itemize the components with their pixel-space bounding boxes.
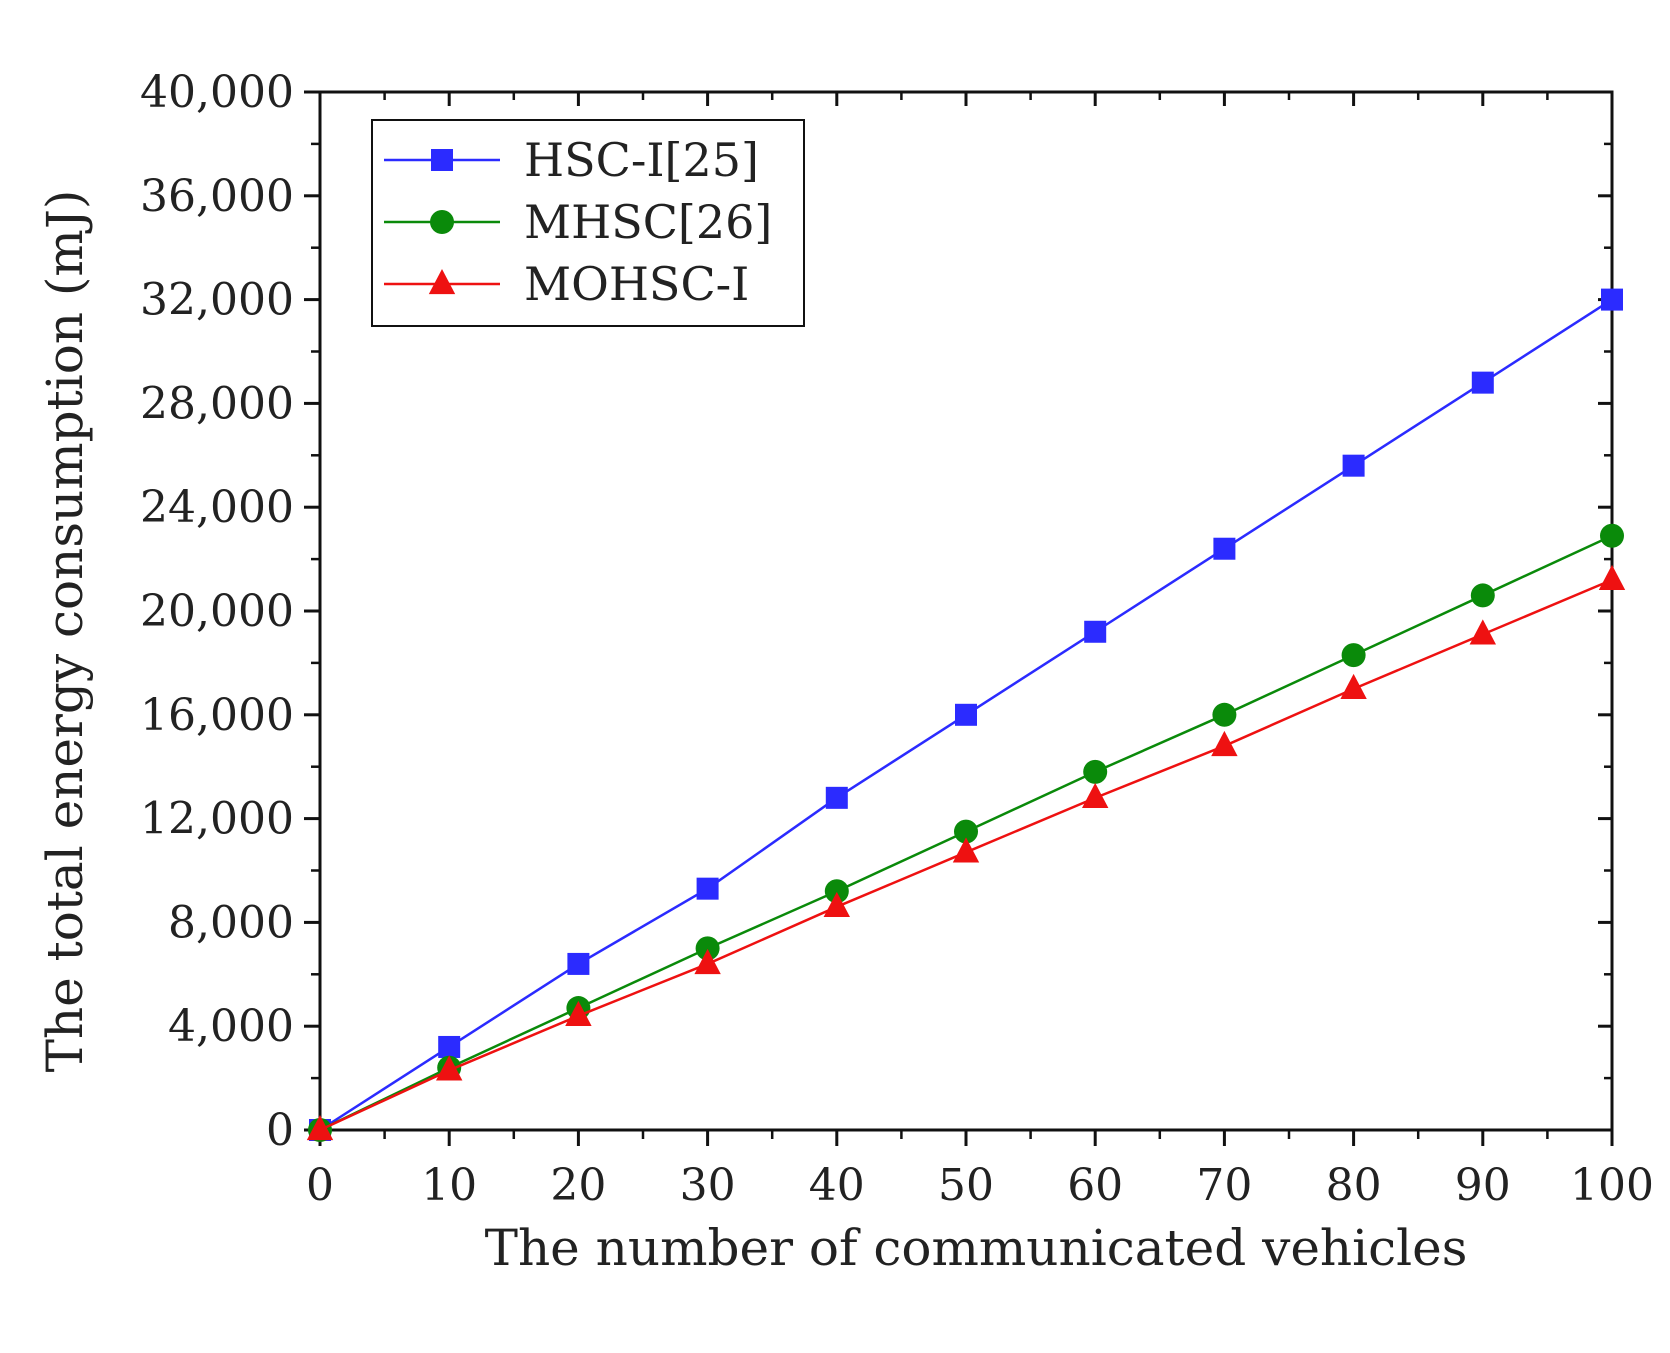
legend-marker <box>431 149 453 171</box>
x-tick-label: 30 <box>680 1160 736 1211</box>
y-tick-label: 0 <box>266 1105 294 1156</box>
data-point <box>1084 620 1107 643</box>
legend-item: MOHSC-I <box>384 257 749 311</box>
y-tick-label: 28,000 <box>140 378 294 429</box>
y-axis: 0 4,000 8,000 12,000 16,000 20,000 24,000 28,00… <box>140 67 1612 1156</box>
legend-marker <box>430 210 454 234</box>
y-tick-label: 8,000 <box>168 897 294 948</box>
data-point <box>1083 759 1108 784</box>
data-point <box>1211 730 1238 757</box>
legend-label: MOHSC-I <box>524 257 749 311</box>
series-MHSC[26] <box>308 523 1624 1142</box>
legend-item: HSC-I[25] <box>384 133 759 187</box>
y-tick-label: 40,000 <box>140 67 294 118</box>
data-point <box>1601 288 1623 311</box>
x-tick-label: 40 <box>809 1160 865 1211</box>
y-tick-label: 16,000 <box>140 690 294 741</box>
data-point <box>823 891 850 917</box>
data-point <box>1082 782 1109 809</box>
data-point <box>695 936 720 961</box>
data-point <box>954 819 978 844</box>
data-point <box>1598 564 1626 591</box>
data-point <box>1600 523 1624 548</box>
x-tick-label: 70 <box>1196 1160 1252 1211</box>
data-point <box>824 879 849 904</box>
data-point <box>696 877 719 900</box>
y-tick-label: 4,000 <box>168 1001 294 1052</box>
data-point <box>1469 619 1496 645</box>
y-tick-label: 20,000 <box>140 586 294 637</box>
data-point <box>952 837 980 863</box>
data-point <box>1340 673 1367 700</box>
data-point <box>1471 371 1494 394</box>
series-HSC-I[25] <box>309 288 1623 1141</box>
data-point <box>306 1114 334 1141</box>
series-layer <box>306 288 1626 1142</box>
data-point <box>1470 583 1495 608</box>
y-axis-title: The total energy consumption (mJ) <box>36 190 94 1073</box>
data-point <box>1213 537 1236 560</box>
x-axis-title: The number of communicated vehicles <box>485 1219 1468 1277</box>
y-tick-label: 36,000 <box>140 171 294 222</box>
x-tick-label: 80 <box>1326 1160 1382 1211</box>
x-tick-label: 10 <box>421 1160 477 1211</box>
legend-label: HSC-I[25] <box>524 133 759 187</box>
legend: HSC-I[25] MHSC[26] MOHSC-I <box>371 119 805 327</box>
legend-marker <box>428 268 456 295</box>
y-tick-label: 32,000 <box>140 275 294 326</box>
x-axis: 0 10 20 30 40 50 60 70 80 90 100 <box>306 92 1654 1211</box>
y-tick-label: 12,000 <box>140 794 294 845</box>
data-point <box>955 703 977 726</box>
series-MOHSC-I <box>306 564 1626 1141</box>
data-point <box>438 1035 461 1058</box>
data-point <box>567 952 590 975</box>
data-point <box>436 1055 463 1081</box>
data-point <box>1212 702 1237 727</box>
data-point <box>1341 643 1366 668</box>
legend-item: MHSC[26] <box>384 195 772 249</box>
data-point <box>565 1000 592 1026</box>
x-tick-label: 60 <box>1067 1160 1123 1211</box>
data-point <box>694 948 721 975</box>
x-tick-label: 100 <box>1570 1160 1654 1211</box>
data-point <box>825 786 848 809</box>
x-tick-label: 0 <box>306 1160 334 1211</box>
x-tick-label: 20 <box>550 1160 606 1211</box>
x-tick-label: 90 <box>1455 1160 1511 1211</box>
x-tick-label: 50 <box>938 1160 994 1211</box>
y-tick-label: 24,000 <box>140 482 294 533</box>
data-point <box>1342 454 1365 477</box>
legend-label: MHSC[26] <box>524 195 772 249</box>
